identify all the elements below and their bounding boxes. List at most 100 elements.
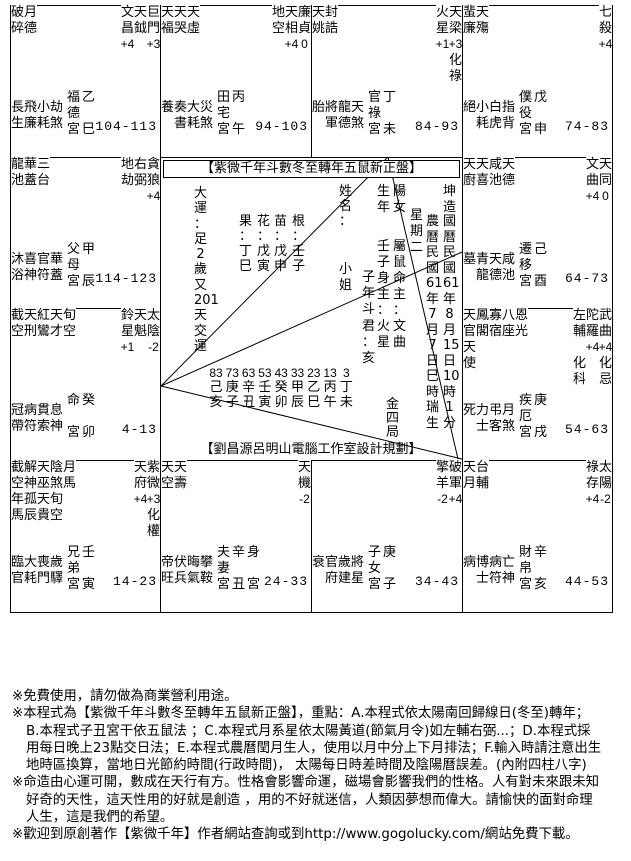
main-star: 巨門 +3 — [147, 5, 160, 53]
decade-start-age: 13 — [323, 366, 337, 380]
decade-stem: 己 — [209, 380, 223, 395]
minor-stars: 破碎月德 — [11, 5, 37, 37]
main-star: 破軍 +4 — [449, 460, 462, 508]
cycle-god: 臨官 — [11, 555, 25, 586]
main-star: 天鉞 — [134, 5, 147, 53]
cycle-gods: 冠帶病符貫索息神 — [11, 403, 63, 435]
palace-branch: 申 — [534, 122, 548, 137]
cycle-gods: 長生飛廉小耗劫煞 — [11, 100, 63, 132]
palace-name: 疾厄 — [519, 393, 533, 424]
minor-star: 天德 — [502, 157, 516, 189]
minor-star: 恩光 — [515, 308, 529, 340]
palace-label: 遷移己宮酉 — [519, 242, 569, 292]
cycle-god: 歲驛 — [50, 555, 64, 586]
center-info-column: 小姐 — [339, 262, 353, 293]
star-transformation: 化權 — [147, 508, 161, 539]
cycle-gods: 病博士病符亡神 — [463, 555, 515, 587]
cycle-god: 帝旺 — [161, 555, 175, 586]
palace-name: 官祿 — [368, 90, 382, 121]
main-star: 天府 +4 — [134, 460, 147, 540]
minor-star: 蜚廉 — [463, 5, 477, 37]
main-star: 太陽 -2 — [599, 460, 612, 508]
minor-star: 天福 — [161, 5, 175, 37]
main-star-name: 七殺 — [599, 5, 613, 37]
cycle-god: 天德 — [489, 252, 503, 283]
main-star: 陀羅 +4 — [586, 308, 599, 388]
decade-branch: 亥 — [209, 395, 223, 410]
main-stars: 地劫右弼貪狼 +4 — [121, 157, 160, 205]
palace-name: 財帛 — [519, 545, 533, 576]
minor-star-row: 天姚封誥 — [312, 5, 338, 37]
palace-label: 財帛辛宮亥 — [519, 545, 569, 595]
decade-stem: 乙 — [307, 380, 321, 395]
palace-branch: 亥 — [534, 577, 548, 592]
chart-footer: 【劉昌源呂明山電腦工作室設計規劃】 — [200, 442, 422, 457]
palace-cell[interactable]: 擎羊 -2 破軍 +4 衰官府歲建將星子女庚宮子 34-43 — [311, 460, 463, 613]
main-stars: 文曲 +4 天同 0 — [586, 157, 612, 205]
palace-cell[interactable]: 截空解神天巫陰煞月馬年馬孤辰天貴旬空 天府 +4 紫微 +3 化權臨官大耗喪門歲驛兄弟壬宮… — [10, 460, 161, 613]
main-star: 擎羊 -2 — [436, 460, 449, 508]
cycle-god: 病符 — [24, 403, 38, 434]
decade-branch: 卯 — [274, 395, 288, 410]
palace-cell[interactable]: 天福天哭天虛地空天相 +4 廉貞 0 養奏書大耗災煞田宅丙宮午 94-103 — [160, 5, 312, 158]
palace-gong: 宮 — [519, 577, 533, 592]
main-star: 左輔化科 — [573, 308, 586, 388]
palace-cell[interactable]: 破碎月德 文昌 +4 天鉞巨門 +3 長生飛廉小耗劫煞福德乙宮巳 104-113 — [10, 5, 161, 158]
palace-cell[interactable]: 天官鳳閣寡宿八座恩光天使左輔化科陀羅 +4 武曲 +4 化忌死力士弔客月煞疾厄庚宮戌 54… — [462, 308, 613, 461]
minor-star: 天使 — [463, 340, 477, 372]
cycle-god: 大耗 — [24, 555, 38, 586]
palace-branch: 寅 — [82, 577, 96, 592]
main-star: 祿存 +4 — [586, 460, 599, 508]
palace-stem: 辛 — [534, 545, 548, 560]
main-star-name: 天同 — [599, 157, 613, 189]
minor-star-row: 截空天刑紅鸞天才旬空 — [11, 308, 76, 340]
cycle-god: 貫索 — [37, 403, 51, 434]
cycle-god: 奏書 — [174, 100, 188, 131]
minor-star: 咸池 — [489, 157, 503, 189]
palace-cell[interactable]: 天姚封誥火星 +1 天梁 +3 化祿胎將軍龍德天煞官祿丁宮未 84-93 — [311, 5, 463, 158]
palace-stem: 戊 — [534, 90, 548, 105]
minor-stars: 天福天哭天虛 — [161, 5, 200, 37]
cycle-god: 官符 — [37, 252, 51, 283]
center-info-column: 命主：文曲 — [393, 271, 407, 350]
cycle-gods: 死力士弔客月煞 — [463, 403, 515, 435]
palace-stem: 丙 — [232, 90, 246, 105]
cycle-god: 病 — [463, 555, 477, 570]
palace-name: 僕役 — [519, 90, 533, 121]
palace-label: 田宅丙宮午 — [217, 90, 267, 140]
main-star-name: 文曲 — [586, 157, 600, 189]
main-star: 太陰 -2 — [147, 308, 160, 356]
main-star-name: 祿存 — [586, 460, 600, 492]
minor-star: 寡宿 — [489, 308, 503, 340]
palace-cell[interactable]: 天空天壽天機 -2 帝旺伏兵晦氣攀鞍夫妻辛宮丑身宮 24-33 — [160, 460, 312, 613]
star-brightness: +4 — [585, 189, 600, 203]
body-palace-mark: 宮 — [247, 577, 261, 592]
palace-cell[interactable]: 天月台輔祿存 +4 太陽 -2 病博士病符亡神財帛辛宮亥 44-53 — [462, 460, 613, 613]
note-line: 地時區換算，當地日光節約時間(行政時間)， 太陽每日時差時間及陰陽曆誤差。(內附… — [26, 758, 587, 774]
main-star-name: 陀羅 — [586, 308, 600, 340]
main-stars: 擎羊 -2 破軍 +4 — [436, 460, 462, 508]
cycle-god: 死 — [463, 403, 477, 418]
notes: ※免費使用，請勿做為商業營利用途。 ※本程式為【紫微千年斗數冬至轉年五鼠新正盤】… — [12, 688, 631, 844]
main-stars: 天府 +4 紫微 +3 化權 — [134, 460, 160, 540]
decade-branch: 寅 — [258, 395, 272, 410]
minor-star-row: 天空天壽 — [161, 460, 187, 492]
minor-star: 破碎 — [11, 5, 25, 37]
star-brightness: +1 — [120, 340, 135, 354]
cycle-god: 白虎 — [489, 100, 503, 131]
center-info-column: 國曆民國 61 年 8 月 15 日 10 時 1 分 — [443, 214, 460, 431]
palace-cell[interactable]: 天廚天喜咸池天德文曲 +4 天同 0 墓青龍天德咸池遷移己宮酉 64-73 — [462, 157, 613, 309]
main-star: 地空 — [272, 5, 285, 53]
minor-star: 台輔 — [476, 460, 490, 492]
main-star-name: 破軍 — [449, 460, 463, 492]
palace-label: 官祿丁宮未 — [368, 90, 418, 140]
palace-name: 田宅 — [217, 90, 231, 121]
minor-stars: 天廚天喜咸池天德 — [463, 157, 515, 189]
line-ming-to-you — [160, 251, 463, 387]
star-brightness: +4 — [585, 340, 600, 354]
palace-gong: 宮 — [217, 577, 231, 592]
minor-stars: 天姚封誥 — [312, 5, 338, 37]
minor-star: 月馬 — [63, 460, 77, 492]
palace-cell[interactable]: 蜚廉天殤七殺 +4 絕小耗白虎指背僕役戊宮申 74-83 — [462, 5, 613, 158]
